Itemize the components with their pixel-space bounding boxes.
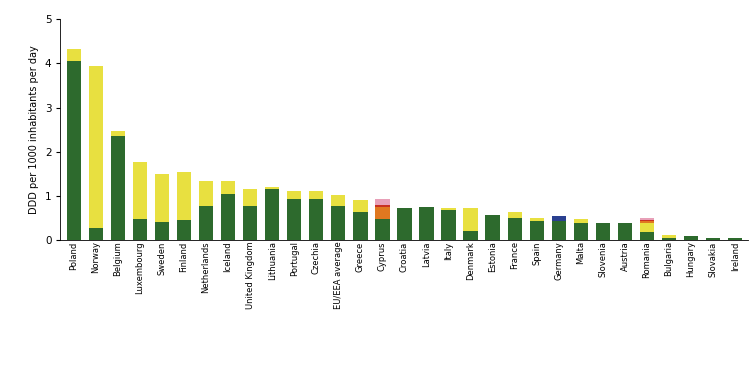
Bar <box>221 195 235 240</box>
Bar <box>618 223 632 240</box>
Bar <box>67 61 81 240</box>
Bar <box>177 220 191 240</box>
Bar <box>375 199 389 205</box>
Bar <box>552 221 566 240</box>
Bar <box>596 223 610 240</box>
Bar <box>331 206 345 240</box>
Bar <box>640 232 654 240</box>
Bar <box>375 207 389 219</box>
Bar <box>640 218 654 220</box>
Bar <box>177 171 191 220</box>
Bar <box>309 191 324 199</box>
Bar <box>530 218 544 221</box>
Bar <box>640 221 654 223</box>
Bar <box>155 222 169 240</box>
Bar <box>88 66 103 228</box>
Bar <box>353 200 367 212</box>
Y-axis label: DDD per 1000 inhabitants per day: DDD per 1000 inhabitants per day <box>29 45 39 214</box>
Bar <box>574 223 588 240</box>
Bar <box>530 221 544 240</box>
Bar <box>309 199 324 240</box>
Bar <box>243 189 257 206</box>
Bar <box>287 191 302 199</box>
Bar <box>155 174 169 222</box>
Bar <box>110 136 125 240</box>
Bar <box>574 219 588 223</box>
Bar <box>265 189 279 240</box>
Bar <box>442 210 456 240</box>
Bar <box>221 181 235 195</box>
Bar <box>662 235 676 238</box>
Bar <box>331 195 345 206</box>
Bar <box>375 219 389 240</box>
Bar <box>243 206 257 240</box>
Bar <box>507 218 522 240</box>
Bar <box>662 238 676 240</box>
Bar <box>552 216 566 221</box>
Bar <box>684 236 699 240</box>
Bar <box>507 212 522 218</box>
Bar <box>353 212 367 240</box>
Bar <box>706 238 720 240</box>
Bar <box>420 207 434 240</box>
Bar <box>199 206 213 240</box>
Bar <box>133 162 147 219</box>
Bar <box>398 208 411 240</box>
Bar <box>485 215 500 240</box>
Bar <box>287 199 302 240</box>
Bar <box>199 181 213 206</box>
Bar <box>67 50 81 61</box>
Bar <box>375 205 389 207</box>
Bar <box>463 231 478 240</box>
Bar <box>442 208 456 210</box>
Bar <box>463 208 478 231</box>
Bar <box>640 223 654 232</box>
Bar <box>88 228 103 240</box>
Bar <box>265 187 279 189</box>
Bar <box>640 220 654 221</box>
Bar <box>110 130 125 136</box>
Bar <box>133 219 147 240</box>
Bar <box>728 238 742 240</box>
